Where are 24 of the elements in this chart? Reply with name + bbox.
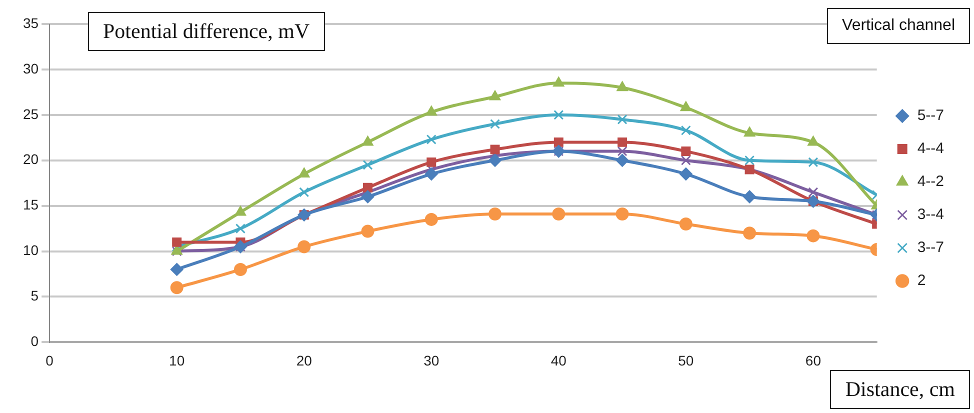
y-axis-title: Potential difference, mV xyxy=(88,12,325,51)
y-tick-label: 25 xyxy=(22,106,39,122)
x-tick-label: 10 xyxy=(169,352,185,368)
legend-title: Vertical channel xyxy=(827,8,970,44)
y-tick-label: 10 xyxy=(22,242,39,258)
x-tick-label: 60 xyxy=(805,352,822,368)
legend-label: 5--7 xyxy=(917,107,944,124)
legend-label: 3--4 xyxy=(917,206,944,224)
y-tick-label: 20 xyxy=(22,151,39,168)
y-tick-label: 15 xyxy=(22,196,39,213)
x-tick-label: 30 xyxy=(424,352,440,368)
y-tick-label: 30 xyxy=(22,60,39,76)
x-tick-label: 50 xyxy=(678,352,694,368)
x-axis-title: Distance, cm xyxy=(830,370,970,409)
legend-label: 2 xyxy=(917,272,926,290)
x-tick-label: 20 xyxy=(296,352,312,368)
x-tick-label: 0 xyxy=(46,352,54,368)
x-tick-label: 40 xyxy=(550,352,567,368)
legend-label: 4--4 xyxy=(917,140,944,158)
legend-label: 4--2 xyxy=(917,173,944,190)
y-tick-label: 0 xyxy=(30,333,39,350)
y-tick-label: 35 xyxy=(22,14,39,31)
y-tick-label: 5 xyxy=(30,288,39,304)
legend-label: 3--7 xyxy=(917,239,944,256)
